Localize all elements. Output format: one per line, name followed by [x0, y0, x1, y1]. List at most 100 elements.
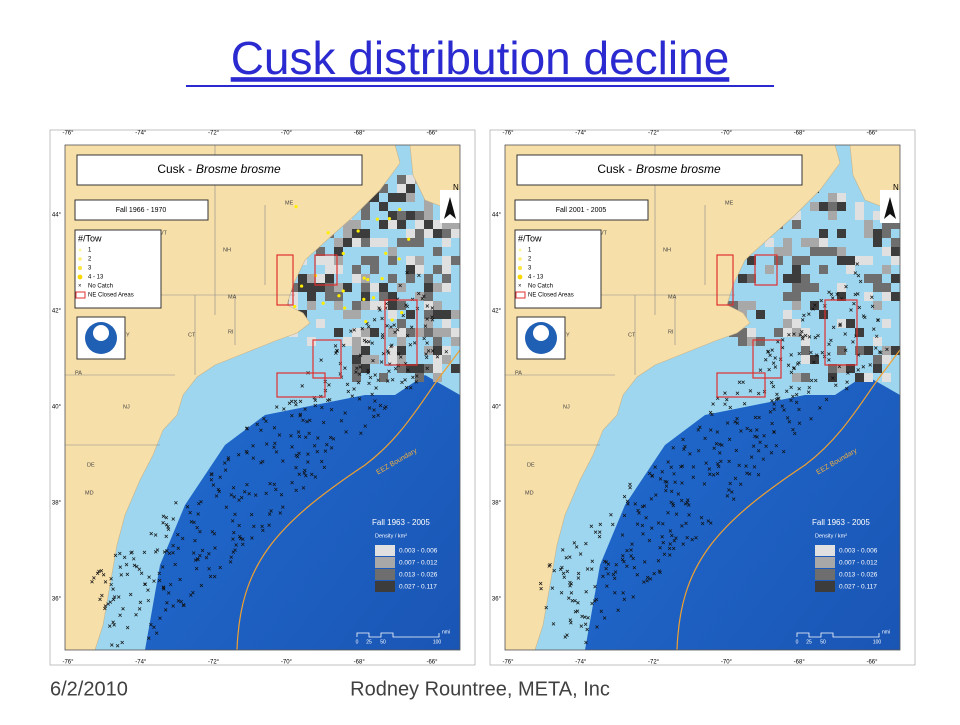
tow-no-catch — [237, 523, 241, 528]
tow-no-catch — [797, 351, 802, 356]
density-cell — [406, 364, 415, 373]
density-cell — [406, 310, 415, 319]
density-cell — [298, 283, 307, 292]
density-cell — [451, 220, 460, 229]
tow-catch — [364, 319, 368, 324]
tow-no-catch — [176, 532, 180, 537]
tow-no-catch — [824, 397, 829, 402]
north-arrow — [884, 197, 896, 219]
tow-no-catch — [794, 392, 799, 397]
tow-no-catch — [264, 491, 268, 496]
density-cell — [397, 238, 406, 247]
tow-no-catch — [430, 306, 435, 310]
tow-no-catch — [560, 548, 565, 552]
tow-no-catch — [620, 533, 625, 537]
density-cell — [424, 283, 433, 292]
density-cell — [370, 301, 379, 310]
state-label: VT — [600, 230, 608, 236]
density-cell — [792, 373, 801, 382]
density-cell — [406, 211, 415, 220]
tow-no-catch — [573, 610, 578, 614]
tow-no-catch — [843, 332, 847, 336]
tow-no-catch — [435, 355, 440, 359]
tow-no-catch — [208, 574, 213, 579]
tow-no-catch — [357, 397, 362, 401]
tow-no-catch — [870, 304, 875, 309]
tow-no-catch — [302, 471, 307, 475]
tow-no-catch — [614, 563, 619, 567]
density-cell — [783, 310, 792, 319]
tow-no-catch — [185, 505, 190, 509]
tow-no-catch — [758, 440, 762, 445]
tow-no-catch — [661, 540, 666, 545]
tow-no-catch — [422, 294, 426, 298]
density-cell — [891, 247, 900, 256]
density-cell — [738, 328, 747, 337]
density-cell — [415, 364, 424, 373]
tow-no-catch — [744, 464, 748, 468]
tow-no-catch — [719, 459, 723, 464]
density-cell — [882, 355, 891, 364]
density-cell — [397, 346, 406, 355]
density-cell — [837, 247, 846, 256]
state-label: CT — [628, 332, 636, 338]
tow-no-catch — [809, 378, 814, 383]
density-cell — [873, 355, 882, 364]
scale-label: 100 — [433, 639, 442, 645]
tow-no-catch — [851, 340, 855, 344]
tow-no-catch — [310, 472, 314, 477]
tow-no-catch — [301, 418, 305, 423]
tow-no-catch — [647, 538, 652, 543]
tow-no-catch — [691, 465, 696, 469]
tow-no-catch — [660, 534, 664, 539]
state-label: MA — [228, 294, 237, 300]
tow-no-catch — [631, 595, 635, 599]
tow-no-catch — [845, 386, 849, 391]
lon-label: -72° — [648, 131, 660, 137]
tow-no-catch — [661, 521, 665, 526]
density-cell — [343, 337, 352, 346]
tow-no-catch — [835, 292, 839, 297]
tow-no-catch — [803, 333, 808, 338]
density-cell — [307, 337, 316, 346]
slide-title[interactable]: Cusk distribution decline — [231, 32, 730, 84]
tow-no-catch — [708, 472, 712, 476]
tow-no-catch — [191, 551, 196, 555]
density-cell — [873, 229, 882, 238]
tow-no-catch — [728, 405, 733, 410]
tow-no-catch — [334, 351, 338, 355]
density-cell — [837, 346, 846, 355]
density-cell — [801, 337, 810, 346]
density-cell — [783, 319, 792, 328]
tow-no-catch — [674, 536, 678, 540]
tow-no-catch — [374, 386, 378, 390]
tow-no-catch — [568, 583, 572, 588]
density-cell — [442, 283, 451, 292]
tow-no-catch — [669, 465, 674, 470]
tow-no-catch — [714, 441, 719, 446]
tow-no-catch — [708, 410, 713, 415]
tow-catch — [366, 277, 370, 282]
tow-no-catch — [563, 635, 568, 639]
density-cell — [442, 274, 451, 283]
tow-no-catch — [800, 318, 805, 322]
tow-no-catch — [605, 584, 609, 588]
tow-no-catch — [737, 380, 742, 385]
density-cell — [406, 184, 415, 193]
tow-no-catch — [426, 349, 431, 353]
tow-no-catch — [345, 382, 350, 387]
tow-no-catch — [856, 273, 861, 278]
density-cell — [361, 238, 370, 247]
density-cell — [352, 355, 361, 364]
tow-no-catch — [359, 431, 363, 436]
tow-no-catch — [260, 524, 264, 529]
density-cell — [370, 328, 379, 337]
lon-label: -72° — [648, 660, 660, 666]
tow-no-catch — [231, 550, 236, 554]
tow-no-catch — [287, 401, 292, 406]
density-cell — [379, 301, 388, 310]
tow-no-catch — [346, 389, 351, 394]
density-swatch — [815, 545, 835, 556]
density-cell — [352, 274, 361, 283]
tow-no-catch — [245, 482, 249, 487]
